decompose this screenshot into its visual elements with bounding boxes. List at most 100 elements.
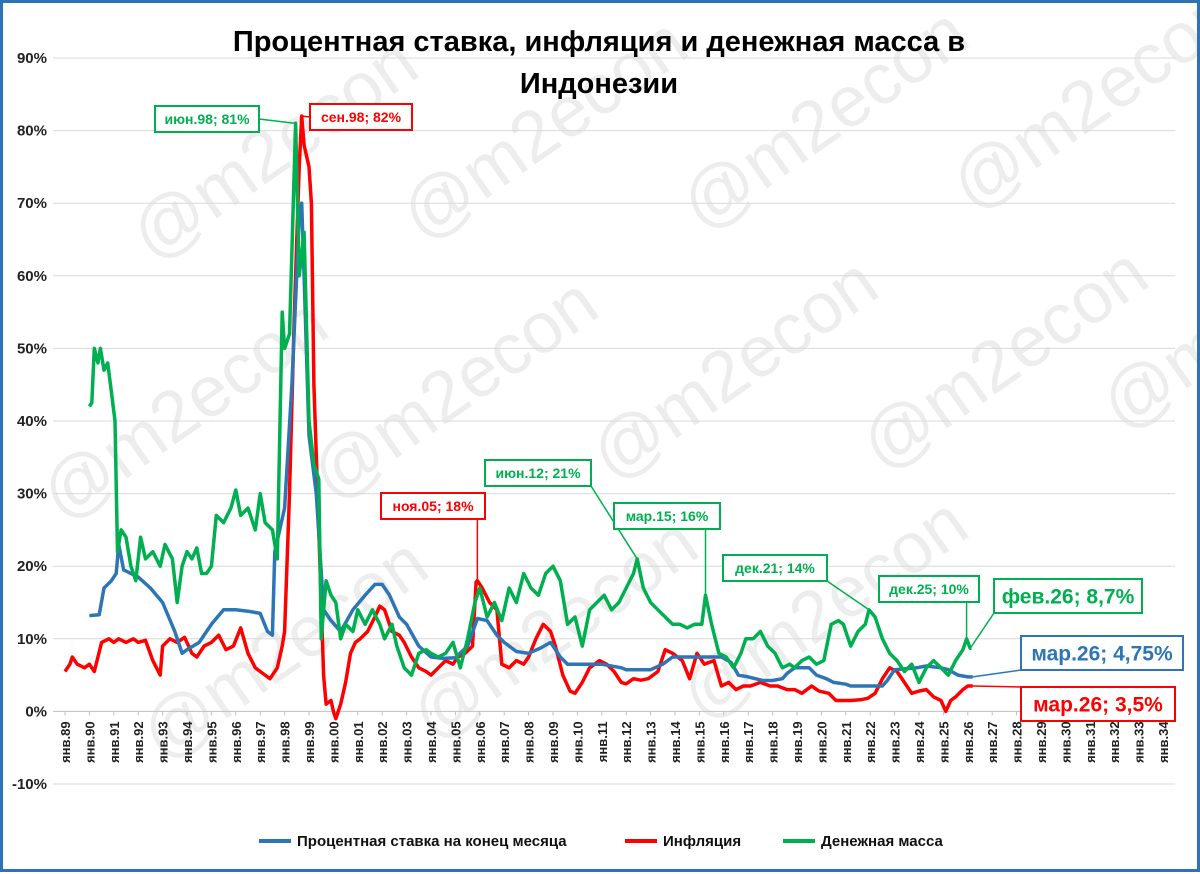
x-tick-label: янв.15 <box>692 721 707 763</box>
x-tick-label: янв.13 <box>644 721 659 763</box>
annotation-box <box>484 459 592 487</box>
annotation-box <box>1020 686 1176 722</box>
x-tick-label: янв.90 <box>82 721 97 763</box>
x-tick-label: янв.93 <box>156 721 171 763</box>
annotation-label: мар.15; 16% <box>626 508 709 524</box>
chart-title-line-2: Индонезии <box>520 68 678 100</box>
y-tick-label: -10% <box>12 776 47 793</box>
x-tick-label: янв.31 <box>1083 721 1098 763</box>
annotation-label: ноя.05; 18% <box>392 498 474 514</box>
watermark-text: @m2econ <box>116 22 432 276</box>
annotation-leader <box>972 685 1022 688</box>
x-tick-label: янв.05 <box>448 721 463 763</box>
x-tick-label: янв.18 <box>766 721 781 763</box>
x-tick-label: янв.06 <box>473 721 488 763</box>
x-tick-label: янв.91 <box>107 721 122 763</box>
x-tick-label: янв.19 <box>790 721 805 763</box>
x-tick-label: янв.16 <box>717 721 732 763</box>
watermark-text: @m2econ <box>936 3 1197 226</box>
y-tick-label: 50% <box>17 340 47 357</box>
annotation-box <box>878 575 980 603</box>
annotation-box <box>613 502 721 530</box>
annotations: июн.98; 81% сен.98; 82% ноя.05; 18% июн.12;… <box>154 103 1184 722</box>
watermark-text: @m2econ <box>396 502 712 756</box>
y-tick-label: 30% <box>17 486 47 503</box>
annotation-label: сен.98; 82% <box>321 109 402 125</box>
annotation-box <box>309 103 413 131</box>
x-tick-label: янв.07 <box>497 721 512 763</box>
annotation-label: июн.98; 81% <box>164 111 250 127</box>
y-tick-label: 20% <box>17 558 47 575</box>
x-tick-label: янв.21 <box>839 721 854 763</box>
x-tick-label: янв.12 <box>619 721 634 763</box>
series-lines <box>63 114 973 721</box>
x-tick-label: янв.09 <box>546 721 561 763</box>
x-tick-label: янв.25 <box>936 721 951 763</box>
x-tick-label: янв.17 <box>741 721 756 763</box>
y-tick-label: 70% <box>17 195 47 212</box>
x-tick-label: янв.89 <box>58 721 73 763</box>
annotation-label: фев.26; 8,7% <box>1002 586 1135 609</box>
annotation-box <box>1020 635 1184 671</box>
annotation-label: дек.21; 14% <box>735 560 815 576</box>
x-tick-label: янв.02 <box>375 721 390 763</box>
x-tick-label: янв.04 <box>424 721 439 763</box>
annotation-leader <box>301 115 311 118</box>
watermark-text: @m2econ <box>576 242 892 496</box>
y-tick-label: 60% <box>17 268 47 285</box>
x-tick-label: янв.99 <box>302 721 317 763</box>
x-tick-label: янв.29 <box>1034 721 1049 763</box>
interest-rate-line <box>89 201 973 688</box>
x-tick-label: янв.94 <box>180 721 195 763</box>
x-tick-label: янв.23 <box>888 721 903 763</box>
x-tick-label: янв.34 <box>1156 721 1171 763</box>
x-tick-label: янв.03 <box>400 721 415 763</box>
x-tick-label: янв.00 <box>326 721 341 763</box>
x-tick-label: янв.22 <box>863 721 878 763</box>
annotation-leader <box>972 669 1022 678</box>
y-tick-label: 90% <box>17 50 47 67</box>
money-supply-line <box>87 121 972 685</box>
legend-label: Инфляция <box>663 833 741 850</box>
x-tick-label: янв.08 <box>522 721 537 763</box>
legend-label: Процентная ставка на конец месяца <box>297 833 567 850</box>
x-tick-label: янв.97 <box>253 721 268 763</box>
annotation-label: мар.26; 4,75% <box>1031 643 1173 666</box>
x-tick-label: янв.98 <box>278 721 293 763</box>
annotation-leader <box>969 612 995 649</box>
y-axis-ticks: -10% 0% 10% 20% 30% 40% 50% 60% 70% 80% 90% <box>12 50 47 793</box>
x-tick-label: янв.14 <box>668 721 683 763</box>
annotation-label: дек.25; 10% <box>889 581 969 597</box>
annotation-box <box>993 578 1143 614</box>
x-tick-label: янв.26 <box>961 721 976 763</box>
x-tick-label: янв.30 <box>1058 721 1073 763</box>
x-tick-label: янв.10 <box>570 721 585 763</box>
annotation-leader <box>826 580 870 611</box>
x-tick-label: янв.32 <box>1107 721 1122 763</box>
chart: @m2econ@m2econ@m2econ@m2econ@m2econ@m2ec… <box>12 0 1200 850</box>
annotation-leader <box>258 118 296 125</box>
x-tick-label: янв.92 <box>131 721 146 763</box>
x-tick-label: янв.24 <box>912 721 927 763</box>
x-tick-label: янв.95 <box>204 721 219 763</box>
y-tick-label: 40% <box>17 413 47 430</box>
x-tick-label: янв.11 <box>595 721 610 762</box>
x-tick-label: янв.01 <box>351 721 366 763</box>
x-tick-label: янв.33 <box>1132 721 1147 763</box>
x-axis-ticks: янв.89 янв.90 янв.91 янв.92 янв.93 янв.94 янв.… <box>58 711 1171 763</box>
watermark-text: @m2econ <box>846 232 1162 486</box>
y-tick-label: 0% <box>25 703 47 720</box>
annotation-box <box>380 492 486 520</box>
legend: Процентная ставка на конец месяца Инфляци… <box>259 833 943 850</box>
y-tick-label: 80% <box>17 123 47 140</box>
x-tick-label: янв.27 <box>985 721 1000 763</box>
x-tick-label: янв.96 <box>229 721 244 763</box>
chart-title-line-1: Процентная ставка, инфляция и денежная м… <box>233 26 965 58</box>
annotation-box <box>154 105 260 133</box>
annotation-box <box>722 554 828 582</box>
y-tick-label: 10% <box>17 631 47 648</box>
annotation-label: мар.26; 3,5% <box>1033 694 1163 717</box>
legend-label: Денежная масса <box>821 833 943 850</box>
annotation-label: июн.12; 21% <box>495 465 581 481</box>
